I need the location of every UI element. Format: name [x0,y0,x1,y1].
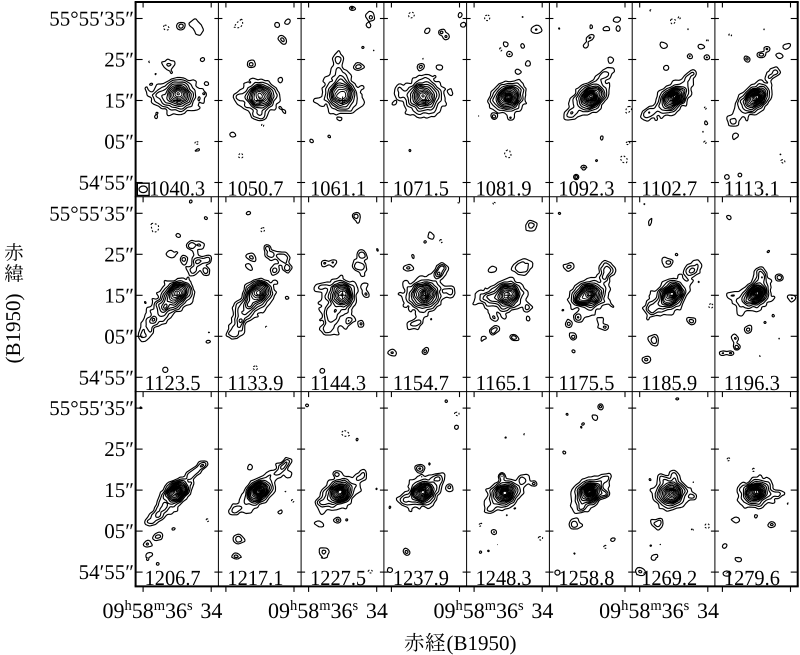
svg-text:55°55′35″: 55°55′35″ [49,201,134,225]
svg-text:1092.3: 1092.3 [558,176,614,200]
svg-text:09h58m36s: 09h58m36s [434,598,525,623]
svg-text:09h58m36s: 09h58m36s [599,598,690,623]
svg-text:15″: 15″ [104,283,134,307]
svg-text:1196.3: 1196.3 [724,371,780,395]
svg-text:1102.7: 1102.7 [641,176,697,200]
svg-text:(B1950): (B1950) [1,294,25,364]
svg-text:1071.5: 1071.5 [393,176,449,200]
svg-text:54′55″: 54′55″ [79,171,134,195]
svg-text:1258.8: 1258.8 [558,566,614,590]
svg-text:34: 34 [531,598,553,623]
svg-text:25″: 25″ [104,242,134,266]
svg-text:34: 34 [366,598,388,623]
svg-text:1237.9: 1237.9 [393,566,449,590]
svg-text:1206.7: 1206.7 [145,566,201,590]
svg-text:34: 34 [697,598,719,623]
svg-text:15″: 15″ [104,478,134,502]
svg-text:1113.1: 1113.1 [724,176,780,200]
svg-text:54′55″: 54′55″ [79,560,134,584]
svg-text:05″: 05″ [104,519,134,543]
svg-text:25″: 25″ [104,437,134,461]
svg-text:1061.1: 1061.1 [310,176,366,200]
svg-text:09h58m36s: 09h58m36s [103,598,194,623]
svg-text:25″: 25″ [104,48,134,72]
svg-text:55°55′35″: 55°55′35″ [49,396,134,420]
svg-text:1269.2: 1269.2 [641,566,697,590]
svg-text:1185.9: 1185.9 [641,371,697,395]
svg-text:1144.3: 1144.3 [310,371,366,395]
svg-text:54′55″: 54′55″ [79,365,134,389]
svg-text:05″: 05″ [104,324,134,348]
svg-text:05″: 05″ [104,130,134,154]
svg-text:1227.5: 1227.5 [310,566,366,590]
svg-text:1040.3: 1040.3 [149,176,205,200]
svg-text:1248.3: 1248.3 [476,566,532,590]
svg-text:1165.1: 1165.1 [476,371,532,395]
svg-text:1154.7: 1154.7 [393,371,449,395]
svg-text:09h58m36s: 09h58m36s [268,598,359,623]
svg-text:1279.6: 1279.6 [724,566,780,590]
svg-text:1123.5: 1123.5 [145,371,201,395]
svg-text:1050.7: 1050.7 [227,176,283,200]
svg-text:1081.9: 1081.9 [476,176,532,200]
svg-text:34: 34 [200,598,222,623]
svg-text:(B1950): (B1950) [447,631,517,655]
svg-text:55°55′35″: 55°55′35″ [49,7,134,31]
svg-text:1133.9: 1133.9 [227,371,283,395]
svg-text:15″: 15″ [104,89,134,113]
svg-text:1217.1: 1217.1 [227,566,283,590]
svg-text:1175.5: 1175.5 [558,371,614,395]
